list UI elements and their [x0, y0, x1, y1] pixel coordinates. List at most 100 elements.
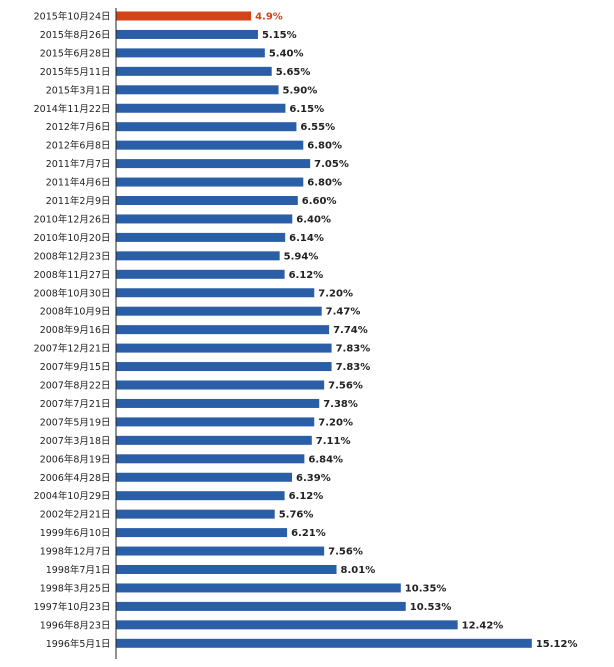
bar	[116, 177, 304, 187]
value-label: 5.15%	[262, 30, 297, 41]
category-label: 2002年2月21日	[40, 509, 111, 521]
value-label: 8.01%	[341, 565, 376, 576]
category-label: 2006年4月28日	[40, 472, 111, 484]
bar	[116, 454, 305, 464]
bar	[116, 343, 332, 353]
value-label: 6.84%	[308, 454, 343, 465]
category-label: 2007年3月18日	[40, 435, 111, 447]
category-label: 2014年11月22日	[34, 103, 111, 115]
value-label: 7.74%	[333, 325, 368, 336]
value-label: 7.56%	[328, 547, 363, 558]
bar	[116, 509, 275, 519]
bar	[116, 546, 325, 556]
bar	[116, 196, 298, 205]
value-label: 7.83%	[336, 362, 371, 373]
value-label: 7.47%	[326, 307, 361, 318]
category-label: 2015年6月28日	[40, 47, 111, 59]
value-label: 7.83%	[336, 344, 371, 355]
bar	[116, 103, 286, 113]
value-label: 6.80%	[307, 178, 342, 189]
bar	[116, 232, 286, 242]
value-label: 6.39%	[296, 473, 331, 484]
value-label: 10.35%	[405, 583, 447, 594]
bar	[116, 528, 288, 538]
bar	[116, 565, 337, 574]
bar	[116, 638, 532, 648]
bar	[116, 122, 297, 132]
value-label: 7.20%	[318, 417, 353, 428]
bar	[116, 29, 258, 39]
bar	[116, 214, 293, 224]
bar	[116, 159, 311, 169]
category-label: 2006年8月19日	[40, 453, 111, 465]
bar	[116, 601, 406, 611]
bar	[116, 288, 315, 298]
category-label: 2007年9月15日	[40, 361, 111, 373]
value-label: 6.21%	[291, 528, 326, 539]
bar	[116, 85, 279, 95]
category-label: 2008年10月9日	[40, 306, 111, 318]
category-label: 2012年6月8日	[46, 140, 111, 152]
category-label: 2010年12月26日	[34, 213, 111, 225]
category-label: 1998年3月25日	[40, 582, 111, 594]
bar	[116, 472, 293, 482]
bar	[116, 66, 272, 76]
category-label: 2007年7月21日	[40, 398, 111, 410]
bar	[116, 435, 312, 445]
category-label: 1999年6月10日	[40, 527, 111, 539]
bar	[116, 140, 304, 150]
bar	[116, 251, 280, 261]
value-label: 5.76%	[279, 510, 314, 521]
category-label: 1998年12月7日	[40, 546, 111, 558]
value-label: 4.9%	[255, 12, 283, 23]
category-label: 2011年7月7日	[46, 158, 111, 170]
bar	[116, 48, 265, 58]
category-label: 2011年4月6日	[46, 177, 111, 189]
value-label: 6.12%	[289, 491, 324, 502]
value-label: 6.15%	[289, 104, 324, 115]
bar	[116, 491, 285, 501]
category-label: 1996年8月23日	[40, 619, 111, 631]
category-label: 2012年7月6日	[46, 121, 111, 133]
category-label: 2008年10月30日	[34, 287, 111, 299]
category-label: 2007年12月21日	[34, 343, 111, 355]
category-label: 2007年8月22日	[40, 380, 111, 392]
bar	[116, 620, 458, 630]
value-label: 6.55%	[300, 122, 335, 133]
value-label: 6.14%	[289, 233, 324, 244]
value-label: 5.94%	[284, 251, 319, 262]
bar	[116, 325, 330, 335]
bar	[116, 417, 315, 427]
bar	[116, 362, 332, 372]
category-label: 1998年7月1日	[46, 564, 111, 576]
bars-layer: 2015年10月24日 4.9% 2015年8月26日 5.15% 2015年6月28日…	[34, 11, 578, 650]
category-label: 2008年9月16日	[40, 324, 111, 336]
value-label: 5.40%	[269, 48, 304, 59]
bar	[116, 583, 401, 593]
category-label: 2007年5月19日	[40, 416, 111, 428]
value-label: 10.53%	[410, 602, 452, 613]
bar-highlight	[116, 11, 252, 21]
category-label: 2015年8月26日	[40, 29, 111, 41]
category-label: 1996年5月1日	[46, 638, 111, 650]
category-label: 2008年12月23日	[34, 250, 111, 262]
value-label: 6.40%	[296, 214, 331, 225]
bar	[116, 398, 320, 408]
bar	[116, 269, 285, 279]
category-label: 2011年2月9日	[46, 195, 111, 207]
value-label: 6.12%	[289, 270, 324, 281]
bar	[116, 306, 322, 316]
category-label: 2015年5月11日	[40, 66, 111, 78]
value-label: 5.90%	[283, 85, 318, 96]
value-label: 6.80%	[307, 141, 342, 152]
value-label: 7.05%	[314, 159, 349, 170]
value-label: 5.65%	[276, 67, 311, 78]
value-label: 7.56%	[328, 381, 363, 392]
category-label: 2015年10月24日	[34, 11, 111, 23]
category-label: 2004年10月29日	[34, 490, 111, 502]
category-label: 1997年10月23日	[34, 601, 111, 613]
category-label: 2008年11月27日	[34, 269, 111, 281]
category-label: 2015年3月1日	[46, 84, 111, 96]
value-label: 6.60%	[302, 196, 337, 207]
